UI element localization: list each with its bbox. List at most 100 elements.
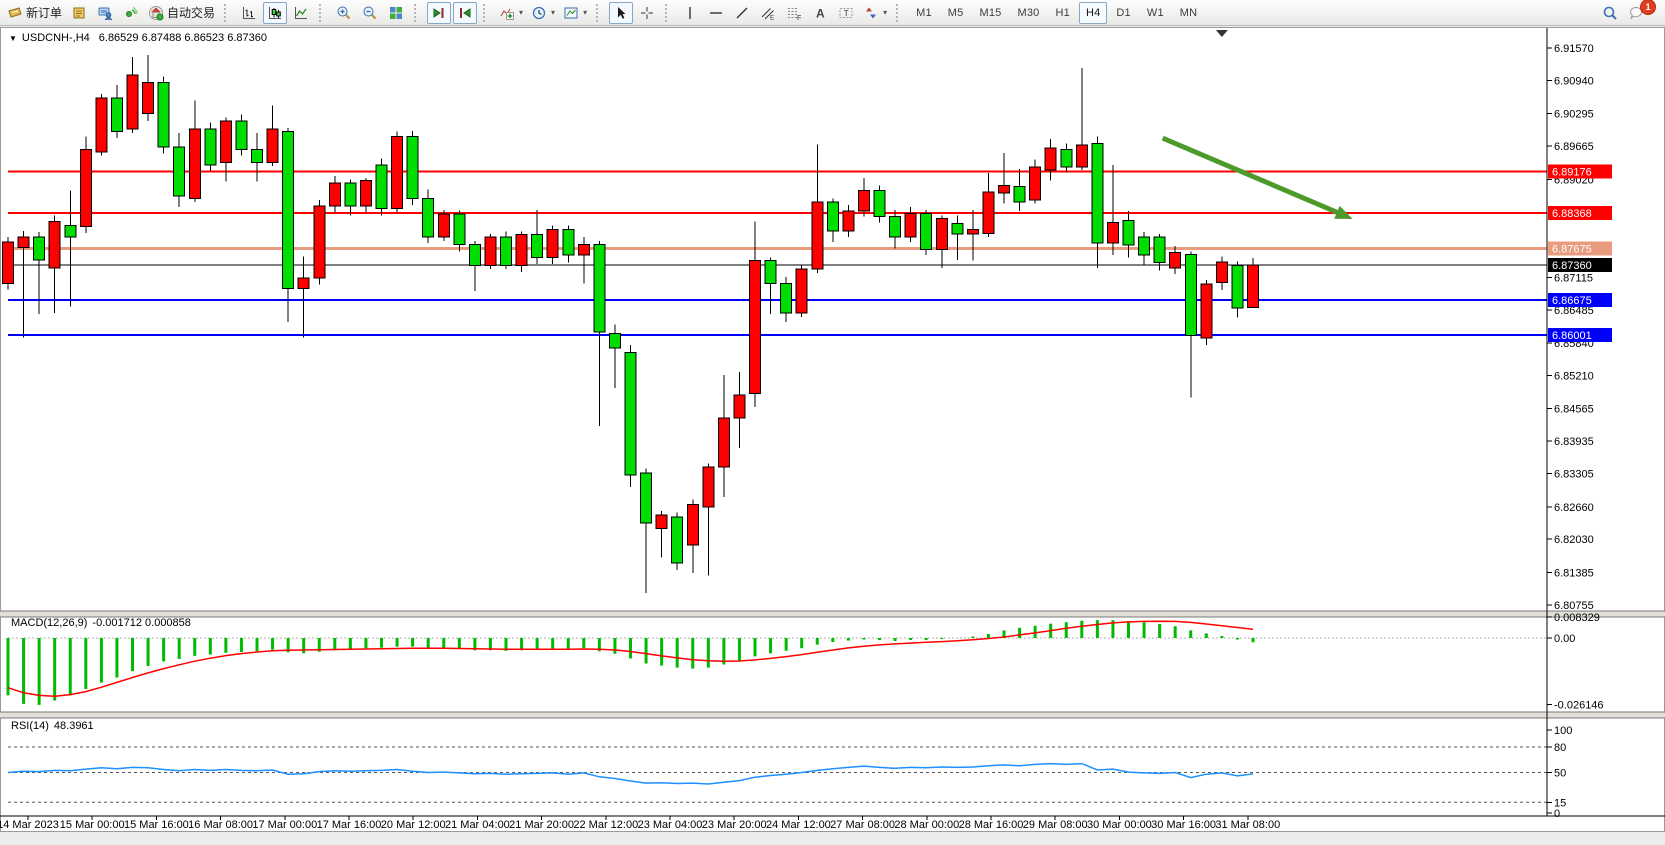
chart-dropdown-icon[interactable]: ▼ bbox=[9, 34, 17, 43]
toolbar-separator bbox=[319, 3, 327, 22]
macd-panel bbox=[6, 620, 1547, 705]
new-order-button[interactable]: 新订单 bbox=[4, 2, 65, 24]
chart-symbol: USDCNH-,H4 bbox=[21, 32, 90, 44]
svg-text:6.90940: 6.90940 bbox=[1554, 75, 1594, 87]
signal-alerts-button[interactable] bbox=[119, 2, 143, 24]
svg-text:24 Mar 12:00: 24 Mar 12:00 bbox=[766, 819, 831, 831]
periods-button[interactable]: ▾ bbox=[528, 2, 558, 24]
svg-text:6.82030: 6.82030 bbox=[1554, 534, 1594, 546]
timeframe-h4-button[interactable]: H4 bbox=[1078, 1, 1108, 24]
dropdown-caret-icon: ▾ bbox=[519, 8, 524, 17]
hline-icon bbox=[710, 11, 723, 14]
chart-shift-button[interactable] bbox=[453, 1, 478, 24]
tiles-icon bbox=[390, 6, 403, 19]
arrows-button[interactable]: ▾ bbox=[860, 2, 890, 24]
svg-text:28 Mar 16:00: 28 Mar 16:00 bbox=[959, 819, 1024, 831]
svg-text:15 Mar 16:00: 15 Mar 16:00 bbox=[124, 819, 189, 831]
timeframe-m30-button[interactable]: M30 bbox=[1017, 6, 1040, 19]
svg-text:17 Mar 16:00: 17 Mar 16:00 bbox=[317, 819, 382, 831]
tile-windows-button[interactable] bbox=[384, 2, 408, 24]
pc-user-icon bbox=[98, 7, 113, 20]
text-label-button[interactable]: T bbox=[834, 2, 858, 24]
autotrading-button[interactable]: 自动交易 bbox=[145, 2, 218, 24]
search-button[interactable] bbox=[1598, 2, 1622, 24]
text-button[interactable]: A bbox=[808, 2, 832, 24]
candlestick-chart-button[interactable] bbox=[263, 1, 288, 24]
shift-end-icon bbox=[433, 7, 444, 18]
svg-text:6.84565: 6.84565 bbox=[1554, 404, 1594, 416]
zoom-in-icon bbox=[337, 6, 351, 19]
chart-title: ▼ USDCNH-,H4 6.86529 6.87488 6.86523 6.873… bbox=[9, 32, 267, 44]
bar-chart-button[interactable] bbox=[237, 2, 261, 24]
timeframe-d1-button[interactable]: D1 bbox=[1116, 6, 1131, 19]
svg-text:17 Mar 00:00: 17 Mar 00:00 bbox=[252, 819, 317, 831]
chat-badge: 1 bbox=[1640, 0, 1656, 15]
rsi-axis[interactable]: 100 80 50 150 bbox=[1547, 725, 1572, 820]
bars-chart-icon bbox=[243, 6, 256, 19]
toolbar-separator bbox=[414, 3, 422, 22]
price-axis[interactable]: 6.915706.909406.902956.896656.890206.871… bbox=[1546, 28, 1612, 816]
svg-text:27 Mar 08:00: 27 Mar 08:00 bbox=[830, 819, 895, 831]
text-label-icon: T bbox=[839, 7, 853, 18]
line-chart-button[interactable] bbox=[289, 2, 313, 24]
svg-text:6.83935: 6.83935 bbox=[1554, 436, 1594, 448]
chat-button[interactable]: 1 bbox=[1624, 0, 1656, 24]
svg-text:21 Mar 20:00: 21 Mar 20:00 bbox=[509, 819, 574, 831]
svg-text:6.91570: 6.91570 bbox=[1554, 43, 1594, 55]
fibonacci-button[interactable]: F bbox=[782, 2, 806, 24]
timeframe-m1-button[interactable]: M1 bbox=[916, 6, 932, 19]
macd-header: MACD(12,26,9) -0.001712 0.000858 bbox=[11, 617, 191, 629]
new-order-icon bbox=[8, 6, 22, 18]
svg-text:6.89665: 6.89665 bbox=[1554, 141, 1594, 153]
indicators-list-button[interactable]: ▾ bbox=[496, 2, 526, 24]
timeframe-mn-button[interactable]: MN bbox=[1179, 6, 1198, 19]
zoom-in-button[interactable] bbox=[332, 2, 356, 24]
svg-text:-0.026146: -0.026146 bbox=[1554, 700, 1604, 712]
svg-text:20 Mar 12:00: 20 Mar 12:00 bbox=[381, 819, 446, 831]
templates-button[interactable]: ▾ bbox=[560, 2, 590, 24]
candles-chart-icon bbox=[269, 6, 282, 19]
candles-group[interactable] bbox=[2, 55, 1259, 593]
timeframe-w1-button[interactable]: W1 bbox=[1146, 6, 1164, 19]
toolbar-separator bbox=[224, 3, 232, 22]
shapes-icon bbox=[866, 7, 877, 18]
macd-axis[interactable]: 0.008329 0.00 -0.026146 bbox=[1547, 612, 1604, 712]
panel-splitters[interactable] bbox=[0, 610, 1665, 719]
svg-text:28 Mar 00:00: 28 Mar 00:00 bbox=[894, 819, 959, 831]
timeframe-m15-button[interactable]: M15 bbox=[979, 6, 1002, 19]
svg-text:23 Mar 04:00: 23 Mar 04:00 bbox=[638, 819, 703, 831]
timeframe-h1-button[interactable]: H1 bbox=[1055, 6, 1070, 19]
crosshair-button[interactable] bbox=[635, 2, 659, 24]
macd-values: -0.001712 0.000858 bbox=[92, 617, 191, 629]
auto-scroll-button[interactable] bbox=[427, 1, 452, 24]
time-axis[interactable]: 14 Mar 2023 15 Mar 00:00 15 Mar 16:00 16 Ma… bbox=[0, 815, 1665, 831]
svg-text:6.81385: 6.81385 bbox=[1554, 567, 1594, 579]
svg-text:6.80755: 6.80755 bbox=[1554, 600, 1594, 612]
svg-text:6.87360: 6.87360 bbox=[1552, 260, 1592, 272]
horizontal-level-lines[interactable] bbox=[8, 170, 1547, 336]
rsi-panel bbox=[7, 746, 1547, 803]
toolbar: 新订单 自动交易 ▾ ▾ ▾ E F A T ▾ M1 M5 M15 M30 H1 H4 D1 W1 MN 1 bbox=[0, 0, 1665, 26]
price-list-button[interactable] bbox=[67, 2, 91, 24]
svg-text:30 Mar 00:00: 30 Mar 00:00 bbox=[1087, 819, 1152, 831]
timeframe-m5-button[interactable]: M5 bbox=[947, 6, 964, 19]
remote-terminal-button[interactable] bbox=[93, 2, 117, 24]
trendline-button[interactable] bbox=[730, 2, 754, 24]
equidistant-channel-button[interactable]: E bbox=[756, 2, 780, 24]
trend-arrow[interactable] bbox=[1161, 135, 1353, 219]
zoom-out-icon bbox=[363, 6, 377, 19]
svg-text:21 Mar 04:00: 21 Mar 04:00 bbox=[445, 819, 510, 831]
svg-text:6.83305: 6.83305 bbox=[1554, 469, 1594, 481]
cursor-button[interactable] bbox=[609, 1, 634, 24]
svg-text:F: F bbox=[797, 15, 801, 21]
text-a-icon: A bbox=[816, 6, 825, 20]
zoom-out-button[interactable] bbox=[358, 2, 382, 24]
price-shift-marker bbox=[1215, 30, 1228, 37]
horizontal-line-button[interactable] bbox=[704, 2, 728, 24]
trendline-icon bbox=[736, 7, 748, 18]
template-icon bbox=[564, 7, 578, 18]
svg-text:16 Mar 08:00: 16 Mar 08:00 bbox=[188, 819, 253, 831]
svg-text:T: T bbox=[844, 8, 849, 17]
vertical-line-button[interactable] bbox=[678, 2, 702, 24]
